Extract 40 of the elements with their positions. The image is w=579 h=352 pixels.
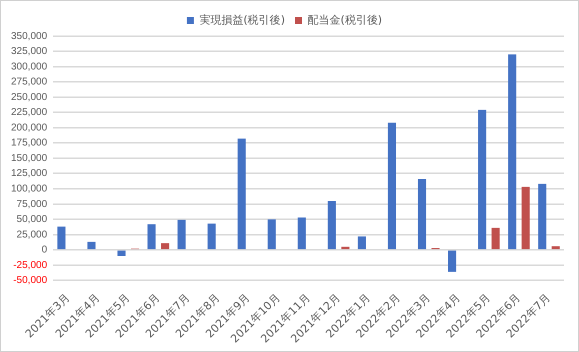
- y-tick-label: 250,000: [10, 92, 48, 103]
- bar: [117, 250, 126, 256]
- y-tick-label: 175,000: [10, 138, 48, 149]
- bar: [238, 138, 246, 250]
- bar: [87, 242, 96, 250]
- bar: [298, 217, 306, 250]
- bar: [268, 219, 276, 250]
- y-tick-label: 100,000: [10, 184, 48, 195]
- y-tick-label: -25,000: [13, 260, 48, 271]
- y-tick-label: 350,000: [10, 30, 48, 42]
- bar: [178, 220, 186, 250]
- y-tick-label: 325,000: [10, 46, 48, 58]
- bar: [208, 224, 216, 250]
- bar: [448, 250, 456, 272]
- bar: [418, 178, 426, 250]
- bar: [388, 122, 396, 250]
- y-tick-label: 275,000: [10, 76, 48, 88]
- bar: [148, 224, 156, 250]
- legend-label: 実現損益(税引後): [199, 13, 286, 26]
- bar: [358, 236, 366, 250]
- y-tick-label: 0: [42, 244, 48, 256]
- y-tick-label: 300,000: [10, 61, 48, 72]
- y-tick-label: 125,000: [10, 168, 48, 180]
- bar: [522, 186, 530, 250]
- y-tick-label: 50,000: [16, 214, 48, 226]
- y-tick-label: 150,000: [10, 152, 48, 164]
- bar: [57, 226, 66, 250]
- bar: [492, 228, 500, 250]
- bar: [508, 54, 516, 250]
- y-tick-label: 225,000: [10, 107, 48, 118]
- bar: [328, 200, 336, 250]
- bar: [478, 110, 486, 250]
- bar: [161, 243, 170, 250]
- legend-label: 配当金(税引後): [308, 13, 382, 26]
- y-tick-label: 200,000: [10, 122, 48, 134]
- y-tick-label: 25,000: [16, 229, 48, 240]
- y-tick-label: 75,000: [16, 198, 48, 210]
- y-tick-label: -50,000: [13, 275, 48, 286]
- bar: [538, 184, 546, 250]
- bar: [552, 246, 560, 250]
